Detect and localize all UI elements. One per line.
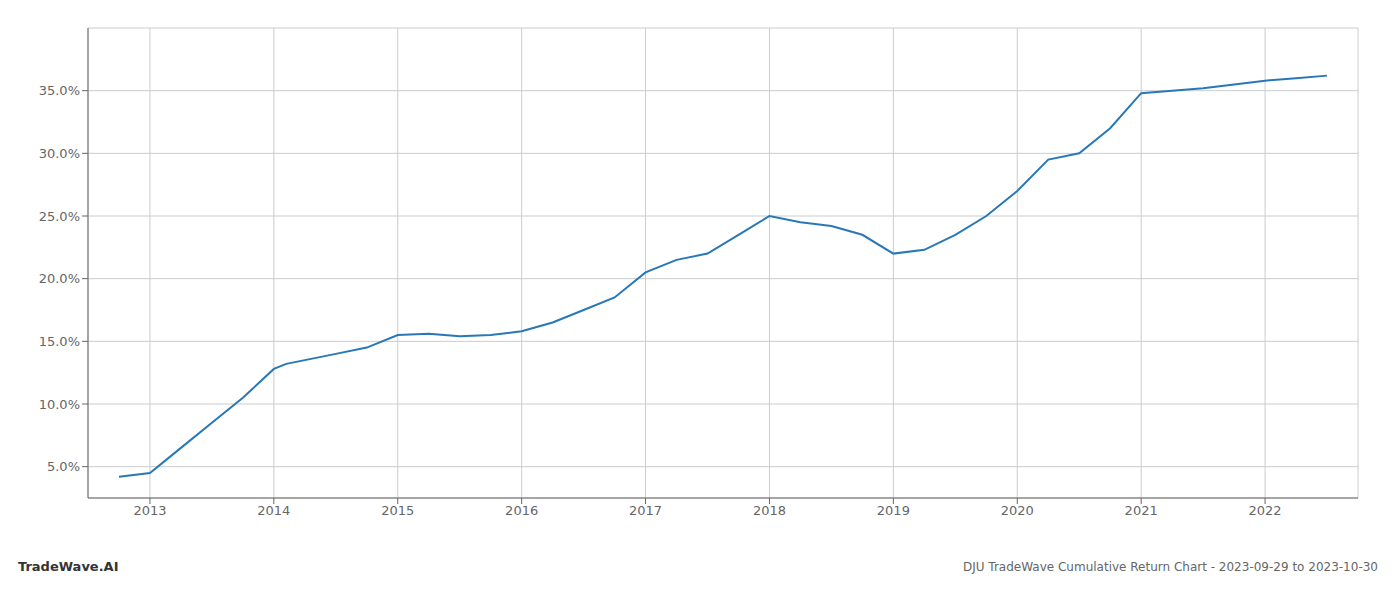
svg-text:25.0%: 25.0% [39,209,80,224]
svg-text:2021: 2021 [1125,503,1158,518]
svg-text:2022: 2022 [1249,503,1282,518]
svg-text:20.0%: 20.0% [39,271,80,286]
html-text:DJU TradeWave Cumulative Retur: DJU TradeWave Cumulative Return Chart - … [963,560,1378,574]
svg-text:2014: 2014 [257,503,290,518]
svg-text:2015: 2015 [381,503,414,518]
svg-text:35.0%: 35.0% [39,83,80,98]
svg-text:30.0%: 30.0% [39,146,80,161]
svg-text:2019: 2019 [877,503,910,518]
svg-text:2020: 2020 [1001,503,1034,518]
svg-text:2013: 2013 [133,503,166,518]
svg-text:10.0%: 10.0% [39,397,80,412]
svg-text:2016: 2016 [505,503,538,518]
svg-text:2018: 2018 [753,503,786,518]
html-text:TradeWave.AI: TradeWave.AI [18,559,119,574]
svg-text:2017: 2017 [629,503,662,518]
svg-text:15.0%: 15.0% [39,334,80,349]
svg-text:5.0%: 5.0% [47,459,80,474]
